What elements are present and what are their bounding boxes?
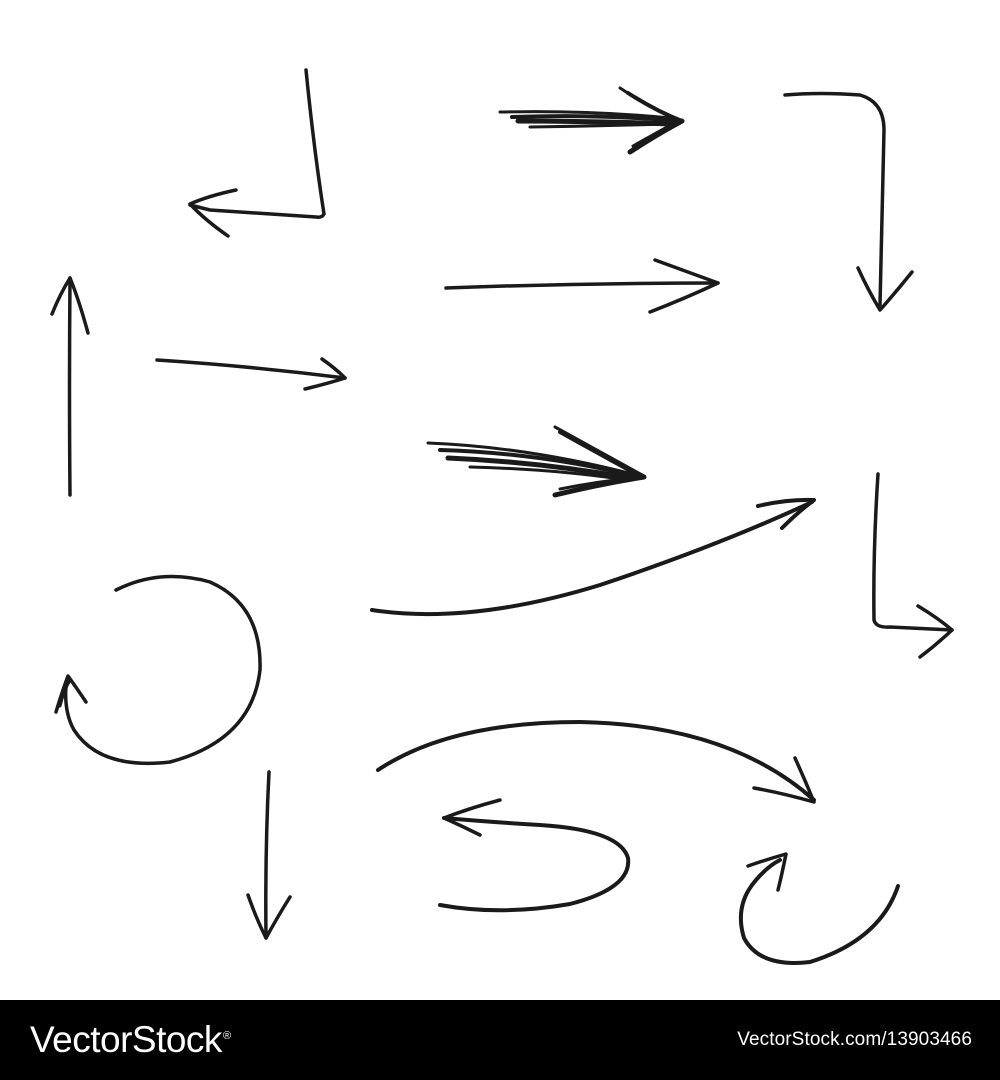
- image-id: VectorStock.com/13903466: [737, 1029, 972, 1050]
- down-arrow-icon: [246, 770, 292, 940]
- curved-up-right-arrow-icon: [370, 497, 816, 617]
- curl-arrow-icon: [738, 852, 900, 965]
- registered-mark: ®: [222, 1029, 231, 1042]
- arrow-illustration: [50, 68, 954, 965]
- circular-arrow-icon: [54, 574, 262, 766]
- u-turn-left-arrow-icon: [438, 798, 631, 913]
- arc-right-arrow-icon: [376, 720, 816, 804]
- corner-right-arrow-icon: [872, 472, 954, 659]
- up-arrow-icon: [50, 276, 90, 497]
- long-right-arrow-icon: [444, 258, 720, 314]
- sketchy-right-arrow-middle-icon: [426, 425, 647, 498]
- sketchy-right-arrow-top-icon: [498, 86, 685, 155]
- short-right-arrow-icon: [155, 357, 347, 391]
- corner-left-arrow-icon: [188, 68, 326, 238]
- watermark-footer: VectorStock® VectorStock.com/13903466: [0, 1000, 1000, 1080]
- brand-name: VectorStock: [30, 1019, 222, 1060]
- vectorstock-logo: VectorStock®: [30, 1019, 231, 1061]
- corner-down-arrow-icon: [783, 91, 914, 312]
- hand-drawn-arrows-set: [50, 68, 954, 965]
